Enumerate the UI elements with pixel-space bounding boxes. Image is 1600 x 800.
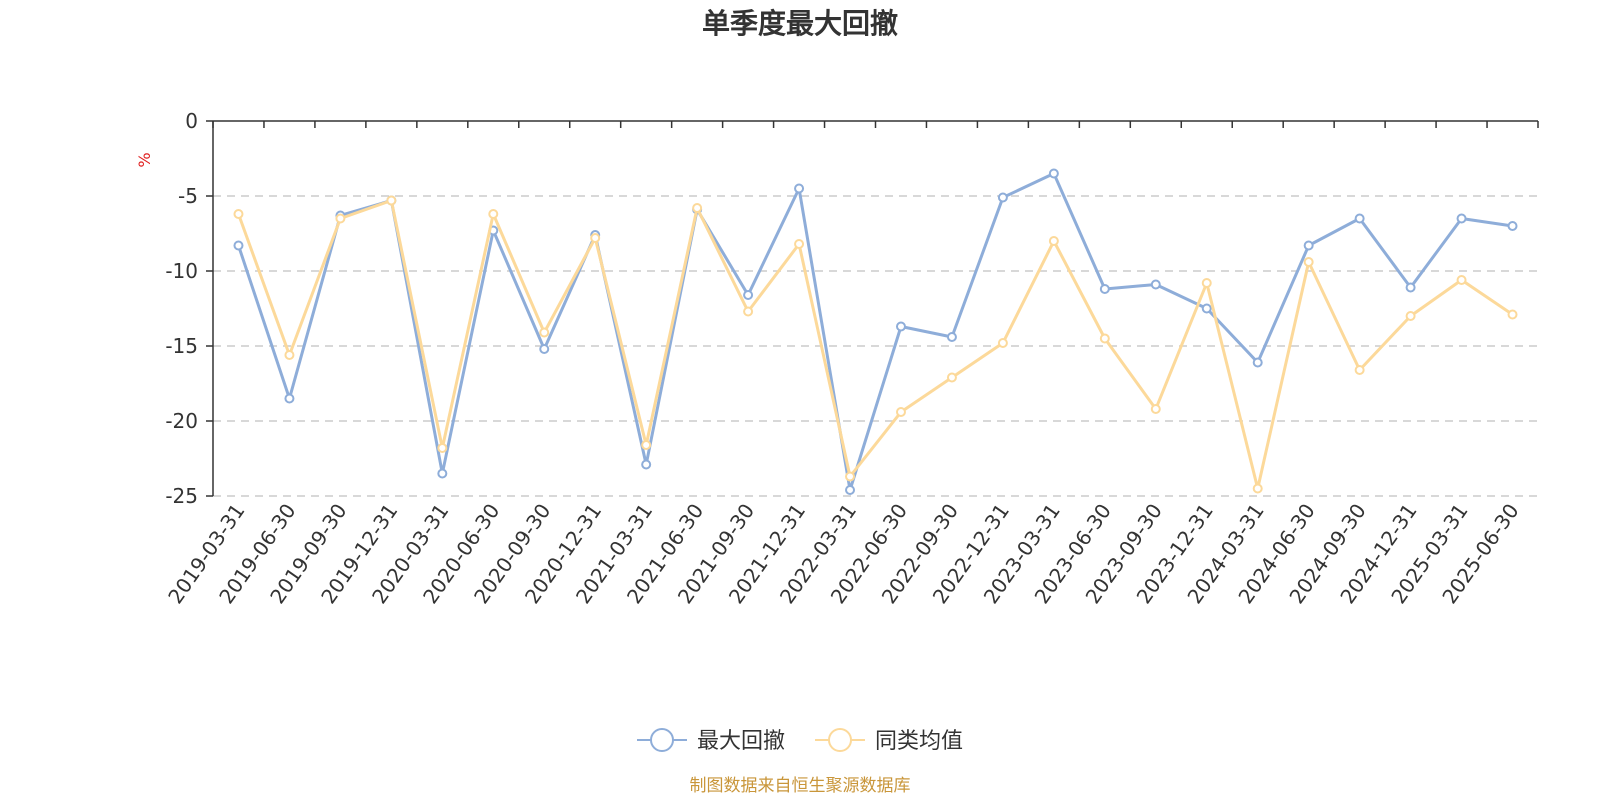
data-point [997,192,1008,203]
data-point [1405,311,1416,321]
series-line [237,199,1514,490]
y-tick-label: -25 [165,484,198,508]
data-point [794,183,805,194]
axis-layer: 0-5-10-15-20-252019-03-312019-06-302019-… [163,109,1539,608]
data-point [1252,483,1263,494]
data-point [1507,309,1518,320]
data-point [1150,279,1161,290]
series-line [237,172,1513,492]
y-tick-label: -15 [165,334,198,358]
data-point [1456,213,1467,224]
data-point [997,338,1008,348]
data-point [1303,240,1314,251]
data-point [488,209,499,219]
y-tick-label: 0 [185,109,198,133]
legend-marker [828,728,852,752]
data-point [845,471,856,482]
data-point [946,372,957,383]
data-point [895,321,906,332]
data-point [437,468,448,479]
data-point [743,290,754,300]
data-point [1252,357,1263,368]
data-point [284,350,295,360]
data-point [946,332,957,342]
data-point [1150,404,1161,414]
data-point [1303,257,1314,267]
data-point [1354,213,1365,224]
data-point [1354,365,1365,375]
data-point [845,485,856,495]
data-point [641,440,652,450]
data-point [1456,275,1467,285]
data-point [386,195,397,206]
chart-title: 单季度最大回撤 [702,7,898,40]
series-1 [233,195,1518,494]
legend-item-0[interactable]: 最大回撤 [637,728,785,754]
data-point [1201,278,1212,288]
legend-label: 同类均值 [875,729,963,754]
y-tick-label: -20 [165,409,198,433]
data-point [1201,303,1212,314]
data-point [1099,284,1110,294]
data-point [1507,221,1518,231]
series-layer [233,168,1518,495]
data-point [233,240,244,251]
data-point [641,459,652,470]
data-point [1048,236,1059,246]
data-point [539,344,550,354]
data-point [692,203,703,213]
y-axis-unit-label: % [135,152,154,167]
data-point [794,239,805,249]
grid-layer [213,195,1538,497]
y-tick-label: -10 [165,259,198,283]
legend-marker [650,728,674,752]
data-point [437,443,448,453]
legend[interactable]: 最大回撤 同类均值 [637,728,963,754]
legend-label: 最大回撤 [697,729,785,754]
data-point [895,407,906,417]
source-note: 制图数据来自恒生聚源数据库 [690,776,911,796]
data-point [743,306,754,317]
data-point [335,213,346,224]
legend-item-1[interactable]: 同类均值 [815,728,963,754]
data-point [1099,333,1110,344]
data-point [233,209,244,219]
data-point [539,327,550,338]
data-point [284,393,295,404]
data-point [1405,282,1416,293]
y-tick-label: -5 [178,184,198,208]
data-point [1048,168,1059,179]
data-point [590,233,601,243]
